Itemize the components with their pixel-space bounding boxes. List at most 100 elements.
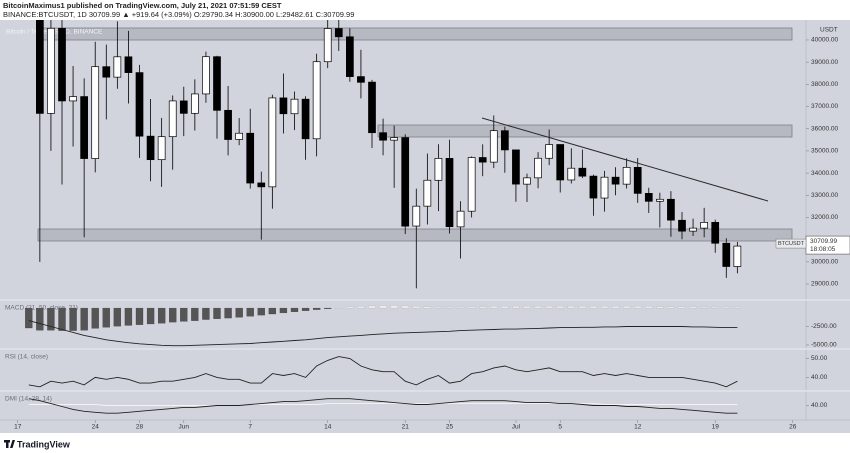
candle-body	[578, 167, 587, 177]
histogram-bar	[622, 306, 631, 309]
candles	[36, 20, 742, 289]
pane-label: DMI (14, 28, 14)	[5, 396, 52, 403]
histogram-bar	[578, 306, 587, 309]
candle-body	[600, 176, 609, 199]
histogram-bar	[169, 307, 177, 323]
histogram-bar	[80, 307, 88, 331]
x-tick-label: 17	[14, 424, 22, 431]
candle-body	[224, 109, 232, 140]
x-tick-label: Jul	[512, 424, 521, 431]
candle-body	[268, 97, 277, 188]
logo-icon	[4, 440, 15, 448]
histogram-bar	[722, 306, 730, 309]
indicator-line	[28, 356, 738, 388]
candle-body	[678, 219, 686, 232]
histogram-bar	[567, 306, 575, 309]
histogram-bar	[91, 307, 99, 329]
candle-body	[611, 176, 620, 185]
candle-body	[556, 144, 565, 181]
histogram-bar	[733, 306, 742, 309]
candle-body	[722, 242, 731, 267]
y-tick-label: 40.00	[811, 374, 828, 381]
candle-body	[157, 136, 166, 161]
pane-label: RSI (14, close)	[5, 354, 48, 361]
author-line: BitcoinMaximus1 published on TradingView…	[3, 1, 282, 10]
histogram-bar	[445, 306, 454, 309]
candle-body	[246, 132, 255, 184]
candle-body	[467, 157, 476, 212]
candle-body	[47, 27, 55, 114]
histogram-bar	[335, 307, 343, 309]
histogram-bar	[124, 307, 133, 326]
histogram-bar	[490, 306, 498, 309]
candle-body	[323, 28, 332, 63]
candle-body	[512, 149, 520, 185]
indicator-line	[28, 403, 738, 406]
candle-body	[91, 66, 100, 159]
y-tick-label: -2500.00	[811, 323, 837, 330]
candle-body	[213, 56, 221, 111]
histogram-bar	[611, 306, 620, 309]
candle-body	[257, 182, 266, 188]
histogram-bar	[301, 307, 310, 311]
candle-body	[146, 135, 155, 161]
histogram-bar	[556, 306, 564, 309]
histogram-bar	[113, 307, 122, 327]
histogram-bar	[456, 306, 465, 309]
candle-body	[102, 66, 111, 78]
x-tick-label: 25	[446, 424, 454, 431]
header-background	[0, 0, 850, 20]
candle-body	[733, 245, 742, 267]
histogram-bar	[268, 307, 277, 315]
candle-body	[478, 157, 487, 163]
histogram-bar	[202, 307, 210, 320]
candle-body	[168, 100, 177, 138]
y-tick-label: 50.00	[811, 355, 828, 362]
x-tick-label: 26	[789, 424, 797, 431]
histogram-bar	[346, 306, 354, 309]
y-tick-label: 30000.00	[811, 259, 838, 266]
x-tick-label: Jun	[179, 424, 190, 431]
histogram-bar	[700, 306, 708, 309]
price-unit: USDT	[820, 27, 838, 34]
histogram-bar	[711, 306, 719, 309]
histogram-bar	[324, 307, 332, 309]
candle-body	[656, 198, 664, 202]
histogram-bar	[689, 306, 697, 309]
indicator-line	[28, 320, 738, 347]
histogram-bar	[634, 306, 642, 309]
candle-body	[412, 205, 421, 227]
candle-body	[489, 130, 498, 163]
y-tick-label: 40.00	[811, 402, 828, 409]
histogram-bar	[357, 306, 365, 309]
histogram-bar	[180, 307, 188, 322]
x-tick-label: 28	[136, 424, 144, 431]
x-tick-label: 19	[712, 424, 720, 431]
histogram-bar	[600, 306, 609, 309]
footer-background	[0, 433, 850, 453]
candle-body	[357, 76, 365, 83]
histogram-bar	[401, 305, 409, 309]
histogram-bar	[667, 306, 675, 309]
candle-body	[179, 100, 188, 114]
y-tick-label: 40000.00	[811, 37, 838, 44]
histogram-bar	[235, 307, 243, 318]
candle-body	[644, 193, 653, 202]
candle-body	[390, 137, 398, 141]
candle-body	[202, 56, 210, 95]
candle-body	[667, 198, 675, 221]
candle-body	[279, 97, 288, 115]
histogram-bar	[279, 307, 288, 314]
histogram-bar	[102, 307, 110, 328]
histogram-bar	[501, 306, 509, 309]
x-tick-label: 7	[248, 424, 252, 431]
histogram-bar	[47, 307, 55, 331]
chart-background	[0, 20, 850, 433]
candle-body	[456, 210, 465, 228]
candle-body	[36, 20, 44, 114]
histogram-bar	[69, 307, 77, 331]
histogram-bar	[290, 307, 299, 312]
candle-body	[589, 175, 598, 199]
